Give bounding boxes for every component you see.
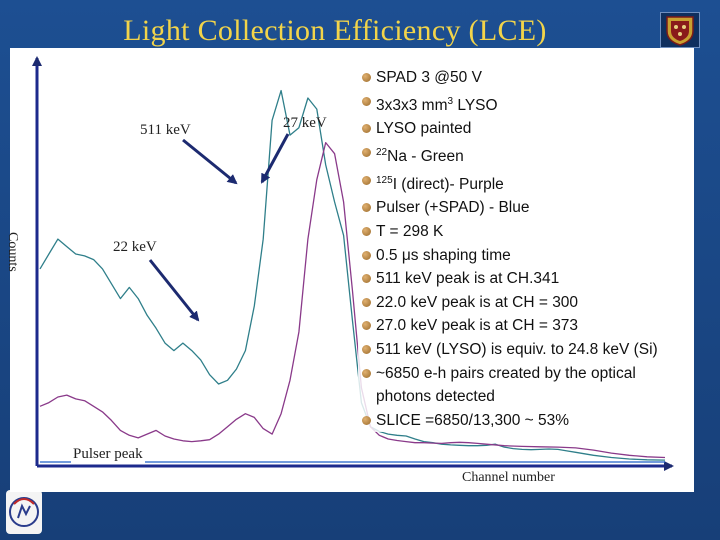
- bullet-icon: [362, 368, 371, 378]
- bullet-icon: [362, 415, 371, 425]
- bullet-icon: [362, 227, 371, 237]
- y-axis-label: Counts: [5, 232, 20, 272]
- note-item: LYSO painted: [358, 117, 688, 141]
- note-item: 511 keV (LYSO) is equiv. to 24.8 keV (Si…: [358, 338, 688, 362]
- annotation-pulser-peak: Pulser peak: [71, 446, 145, 463]
- arrow-511kev: [182, 138, 238, 185]
- note-item: T = 298 K: [358, 220, 688, 244]
- institute-logo: [6, 490, 42, 534]
- annotation-511kev: 511 keV: [140, 122, 191, 138]
- bullet-icon: [362, 175, 371, 185]
- note-text: Pulser (+SPAD) - Blue: [376, 199, 530, 217]
- annotation-27kev: 27 keV: [283, 115, 327, 131]
- arrow-27kev: [260, 133, 290, 184]
- note-text: 125I (direct)- Purple: [376, 174, 504, 193]
- note-item: ~6850 e-h pairs created by the optical p…: [358, 361, 688, 409]
- series-line-1: [39, 141, 666, 459]
- note-item: SPAD 3 @50 V: [358, 66, 688, 90]
- note-text: SLICE =6850/13,300 ~ 53%: [376, 411, 570, 429]
- series-line-0: [39, 89, 666, 461]
- crest-logo: [660, 12, 700, 48]
- bullet-icon: [362, 321, 371, 331]
- note-item: 511 keV peak is at CH.341: [358, 267, 688, 291]
- note-text: ~6850 e-h pairs created by the optical p…: [376, 364, 636, 406]
- x-axis-label: Channel number: [462, 470, 555, 485]
- note-item: SLICE =6850/13,300 ~ 53%: [358, 408, 688, 433]
- note-text: T = 298 K: [376, 223, 444, 241]
- note-item: 3x3x3 mm3 LYSO: [358, 89, 688, 118]
- note-text: 3x3x3 mm3 LYSO: [376, 95, 498, 114]
- note-text: 0.5 μs shaping time: [376, 246, 511, 264]
- slide-title: Light Collection Efficiency (LCE): [123, 14, 547, 47]
- bullet-icon: [362, 203, 371, 213]
- bullet-icon: [362, 147, 371, 157]
- annotation-22kev: 22 keV: [113, 239, 157, 255]
- bullet-icon: [362, 297, 371, 307]
- bullet-icon: [362, 96, 371, 106]
- note-text: SPAD 3 @50 V: [376, 69, 482, 86]
- bullet-icon: [362, 250, 371, 260]
- note-text: 22.0 keV peak is at CH = 300: [376, 293, 579, 311]
- note-item: 125I (direct)- Purple: [358, 168, 688, 197]
- note-item: 22.0 keV peak is at CH = 300: [358, 290, 688, 315]
- note-text: 27.0 keV peak is at CH = 373: [376, 317, 579, 335]
- bullet-icon: [362, 124, 371, 134]
- bullet-icon: [362, 274, 371, 284]
- notes-list: SPAD 3 @50 V 3x3x3 mm3 LYSO LYSO painted 22…: [358, 66, 688, 433]
- note-text: 22Na - Green: [376, 146, 464, 166]
- note-text: 511 keV peak is at CH.341: [376, 270, 560, 288]
- arrow-22kev: [148, 259, 200, 322]
- bullet-icon: [362, 345, 371, 354]
- note-text: 511 keV (LYSO) is equiv. to 24.8 keV (Si…: [376, 341, 658, 358]
- note-item: 22Na - Green: [358, 140, 688, 169]
- bullet-icon: [362, 73, 371, 82]
- note-item: 0.5 μs shaping time: [358, 243, 688, 268]
- note-item: Pulser (+SPAD) - Blue: [358, 196, 688, 221]
- note-item: 27.0 keV peak is at CH = 373: [358, 314, 688, 338]
- note-text: LYSO painted: [376, 120, 472, 138]
